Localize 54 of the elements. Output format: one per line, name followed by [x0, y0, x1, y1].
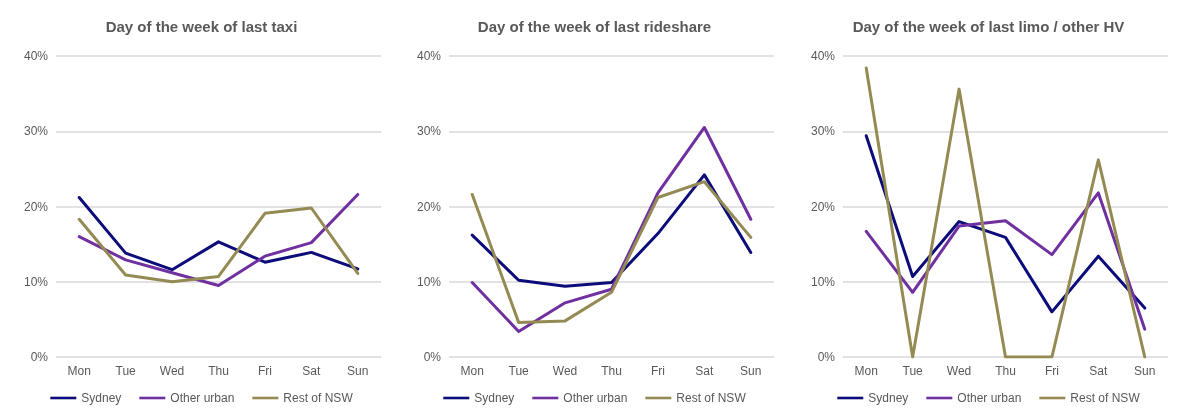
legend-label: Other urban [170, 391, 235, 405]
y-tick-label: 0% [817, 350, 835, 364]
line-series [471, 173, 753, 288]
line-series [864, 66, 1146, 359]
x-tick-label: Fri [651, 364, 666, 378]
y-tick-label: 30% [417, 124, 442, 139]
y-tick-label: 40% [417, 49, 442, 63]
x-tick-label: Wed [159, 364, 185, 378]
x-tick-label: Wed [553, 364, 578, 378]
x-tick-label: Sat [1089, 364, 1108, 378]
line-series [77, 195, 360, 272]
legend-label: Rest of NSW [283, 391, 354, 405]
legend-label: Sydney [474, 391, 515, 405]
x-tick-label: Fri [257, 364, 272, 378]
x-tick-label: Mon [854, 364, 878, 378]
y-tick-label: 0% [423, 350, 442, 364]
x-tick-label: Sun [740, 364, 762, 378]
y-tick-label: 20% [417, 199, 442, 214]
y-tick-label: 10% [810, 274, 835, 289]
legend-label: Other urban [563, 391, 628, 405]
legend-label: Other urban [956, 391, 1022, 405]
legend-label: Rest of NSW [676, 391, 747, 405]
y-tick-label: 30% [23, 124, 49, 139]
legend-label: Sydney [867, 391, 908, 405]
y-tick-label: 0% [30, 350, 49, 364]
chart-title: Day of the week of last rideshare [478, 18, 712, 35]
y-tick-label: 40% [23, 49, 49, 63]
x-tick-label: Sun [347, 364, 369, 378]
x-tick-label: Tue [508, 364, 530, 378]
line-series [471, 180, 753, 324]
line-series [77, 192, 360, 288]
x-tick-label: Thu [994, 364, 1016, 378]
x-tick-label: Wed [946, 364, 971, 378]
line-series [77, 206, 360, 284]
x-tick-label: Mon [67, 364, 91, 378]
y-tick-label: 10% [23, 274, 49, 289]
x-tick-label: Fri [1044, 364, 1059, 378]
x-tick-label: Mon [460, 364, 485, 378]
x-tick-label: Sun [1133, 364, 1156, 378]
chart-title: Day of the week of last limo / other HV [852, 18, 1125, 35]
legend-label: Rest of NSW [1070, 391, 1141, 405]
x-tick-label: Thu [601, 364, 623, 378]
chart-title: Day of the week of last taxi [105, 18, 298, 35]
x-tick-label: Sat [695, 364, 715, 378]
x-tick-label: Thu [208, 364, 229, 378]
x-tick-label: Tue [115, 364, 137, 378]
x-tick-label: Sat [302, 364, 322, 378]
y-tick-label: 20% [810, 199, 835, 214]
y-tick-label: 20% [23, 199, 49, 214]
legend-label: Sydney [81, 391, 122, 405]
y-tick-label: 10% [417, 274, 442, 289]
y-tick-label: 40% [810, 49, 835, 63]
y-tick-label: 30% [810, 124, 835, 139]
x-tick-label: Tue [902, 364, 923, 378]
